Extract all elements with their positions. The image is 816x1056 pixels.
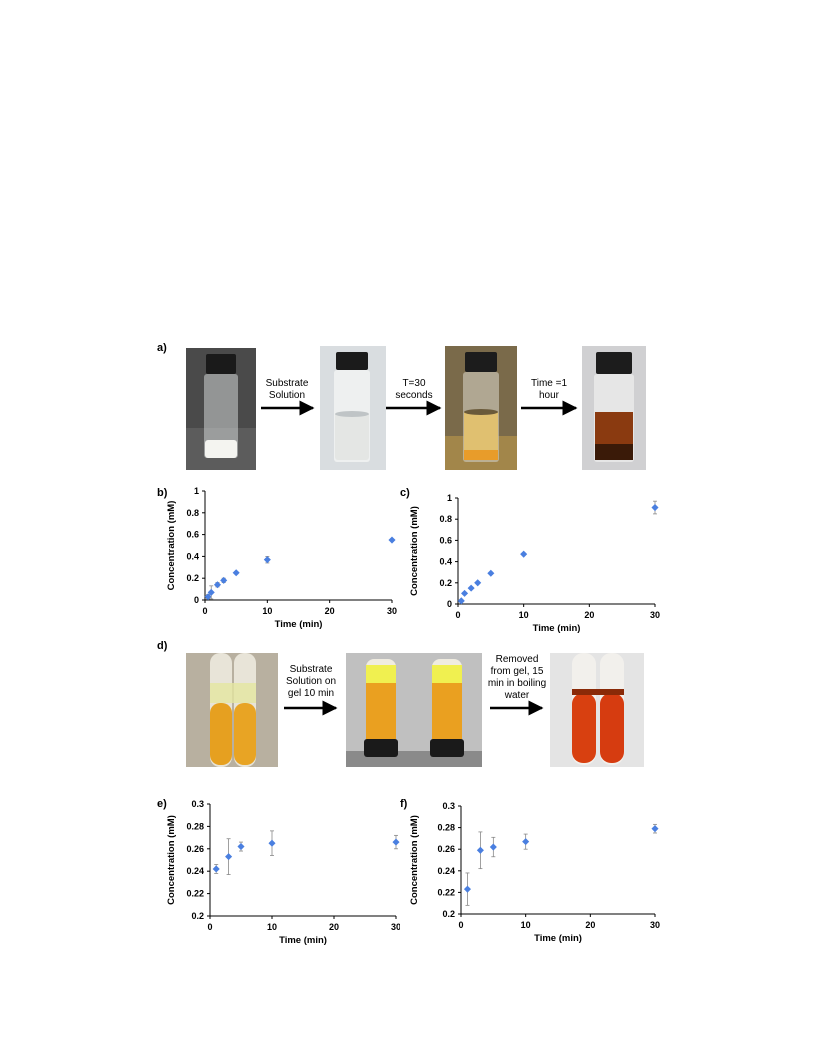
y-tick-label: 0.2 [442,909,455,919]
x-tick-label: 20 [585,920,595,930]
x-axis-label: Time (min) [533,623,581,634]
step-label-boiled: Removed from gel, 15 min in boiling water [487,654,547,701]
data-point [522,838,530,846]
data-point [461,589,469,597]
y-tick-label: 0.8 [186,508,199,518]
x-axis-label: Time (min) [534,933,582,944]
step-label-substrate: Substrate Solution [265,378,309,401]
panel-label-d: d) [157,640,168,652]
data-point [268,839,276,847]
data-point [463,885,472,893]
y-tick-label: 0.22 [437,887,455,897]
y-tick-label: 0.2 [186,573,199,583]
tube-photo-initial [186,653,278,767]
y-tick-label: 0.2 [191,911,204,921]
y-axis-label: Concentration (mM) [166,501,177,591]
vial-photo-1h [582,346,646,470]
step-label-1h: Time =1 hour [530,378,568,401]
panel-label-b: b) [157,487,168,499]
step-label-30s: T=30 seconds [395,378,433,401]
data-point [213,581,222,589]
tube-photo-boiled [550,653,644,767]
y-tick-label: 0.22 [186,889,204,899]
x-tick-label: 10 [267,922,277,932]
data-point [489,843,497,851]
panel-label-c: c) [400,487,410,499]
chart-c: 0 10 20 30 0 0.2 0.4 0.6 0.8 1 Time (min) Concentra… [409,493,660,634]
data-point [263,556,271,564]
chart-b: 0 10 20 30 0 0.2 0.4 0.6 0.8 1 Time (min) Concentra… [166,486,397,630]
data-point [457,597,465,605]
data-point [388,536,396,544]
x-tick-label: 20 [329,922,339,932]
data-point [651,825,659,833]
panel-label-e: e) [157,798,167,810]
data-point [225,853,233,861]
y-tick-label: 0.26 [186,844,204,854]
data-point [520,550,528,558]
x-tick-label: 30 [650,920,660,930]
x-tick-label: 30 [387,606,397,616]
data-point [476,846,484,854]
step-label-gel: Substrate Solution on gel 10 min [285,664,337,699]
panel-label-f: f) [400,798,408,810]
panel-label-a: a) [157,342,167,354]
data-point [212,865,220,873]
y-tick-label: 0.24 [437,866,455,876]
y-tick-label: 0.26 [437,844,455,854]
data-point [232,569,240,577]
x-axis-label: Time (min) [279,935,327,946]
x-tick-label: 0 [207,922,212,932]
chart-f: 0 10 20 30 0.2 0.22 0.24 0.26 0.28 0.3 Time (min) C… [409,801,660,944]
vial-photo-30s [445,346,517,470]
y-tick-label: 0.6 [439,535,452,545]
y-tick-label: 1 [194,486,199,496]
y-tick-label: 0.28 [186,821,204,831]
y-tick-label: 0.2 [439,578,452,588]
x-tick-label: 0 [458,920,463,930]
y-tick-label: 0 [194,595,199,605]
chart-e: 0 10 20 30 0.2 0.22 0.24 0.26 0.28 0.3 Time (min) C… [166,799,400,946]
x-tick-label: 0 [455,610,460,620]
x-tick-label: 30 [650,610,660,620]
vial-photo-initial [186,348,256,470]
y-tick-label: 0.4 [186,551,199,561]
tube-photo-gel [346,653,482,767]
y-tick-label: 0.3 [442,801,455,811]
y-tick-label: 0 [447,599,452,609]
x-tick-label: 20 [584,610,594,620]
x-tick-label: 10 [262,606,272,616]
data-point [237,843,245,851]
y-tick-label: 0.8 [439,514,452,524]
y-tick-label: 0.4 [439,557,452,567]
y-axis-label: Concentration (mM) [409,815,420,905]
data-point [474,579,482,587]
x-tick-label: 10 [521,920,531,930]
x-tick-label: 0 [202,606,207,616]
x-axis-label: Time (min) [275,619,323,630]
x-tick-label: 10 [519,610,529,620]
data-point [467,584,475,592]
x-tick-label: 20 [325,606,335,616]
data-point [487,569,495,577]
y-axis-label: Concentration (mM) [166,815,177,905]
data-point [392,838,400,846]
y-tick-label: 1 [447,493,452,503]
y-tick-label: 0.28 [437,823,455,833]
y-axis-label: Concentration (mM) [409,506,420,596]
vial-photo-substrate [320,346,386,470]
y-tick-label: 0.6 [186,530,199,540]
data-point [220,576,228,584]
x-tick-label: 30 [391,922,400,932]
data-point [651,504,659,512]
y-tick-label: 0.3 [191,799,204,809]
y-tick-label: 0.24 [186,866,204,876]
